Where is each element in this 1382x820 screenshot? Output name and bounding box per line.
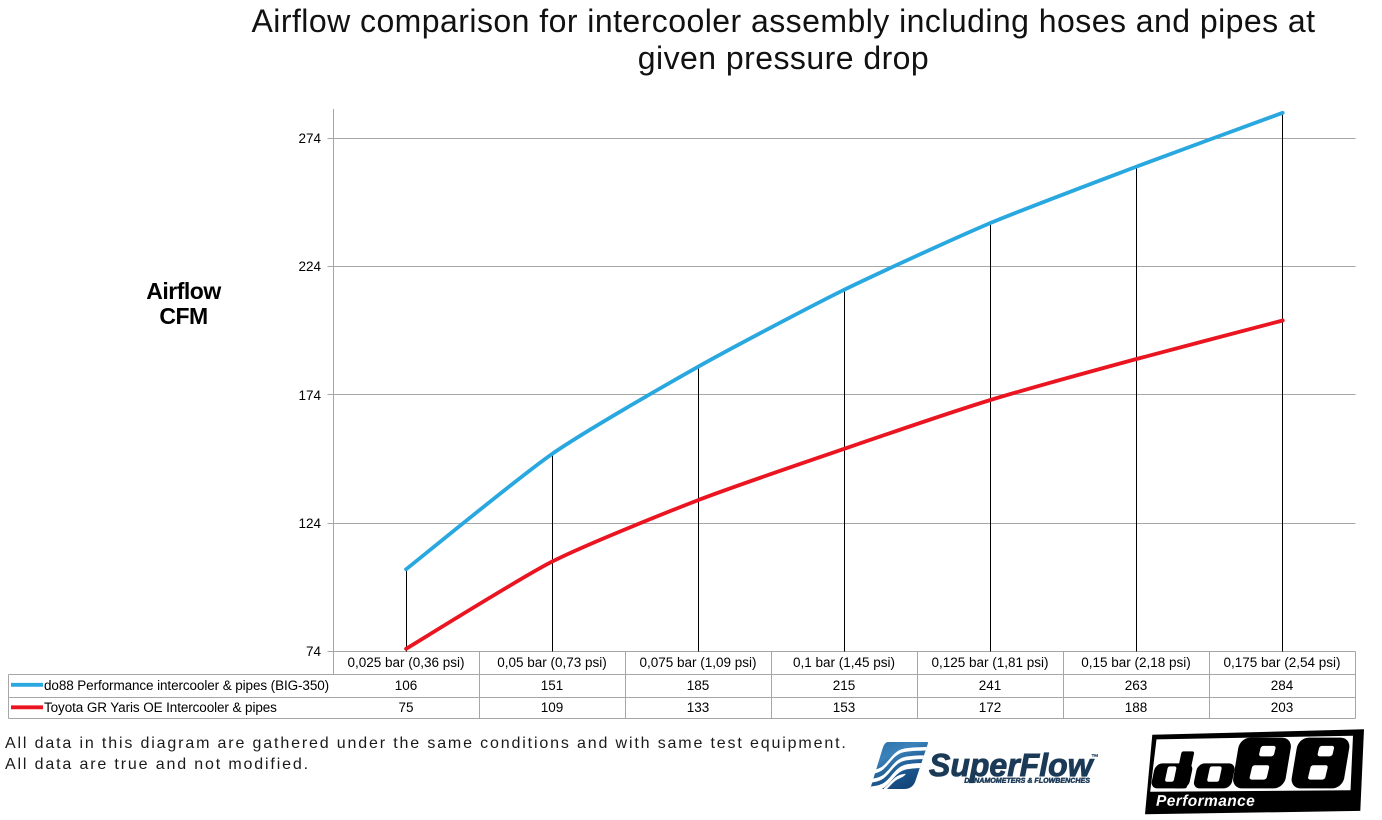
- svg-text:SuperFlow: SuperFlow: [929, 747, 1095, 783]
- svg-text:™: ™: [1091, 753, 1099, 762]
- svg-text:DYNAMOMETERS & FLOWBENCHES: DYNAMOMETERS & FLOWBENCHES: [964, 777, 1090, 785]
- svg-text:Performance: Performance: [1156, 793, 1255, 810]
